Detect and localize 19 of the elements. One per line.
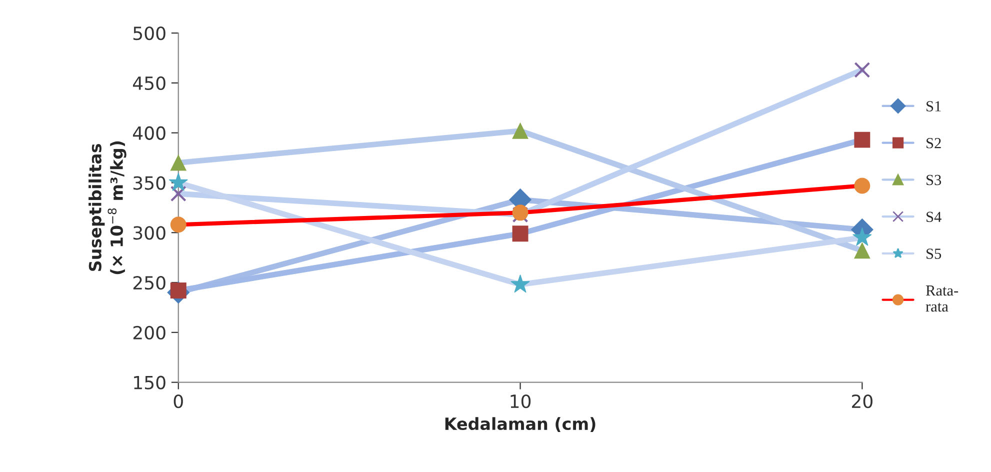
legend-label: Rata- rata <box>926 286 958 312</box>
x-tick-label: 20 <box>852 394 872 408</box>
x-tick-label: 10 <box>510 394 531 408</box>
y-tick-label: 450 <box>132 76 166 90</box>
legend-label: S3 <box>926 174 942 186</box>
y-tick-label: 250 <box>133 276 166 290</box>
y-tick-label: 300 <box>133 226 166 240</box>
legend-label: S4 <box>926 212 942 222</box>
y-tick-label: 150 <box>134 376 166 390</box>
legend-label: S5 <box>926 248 942 259</box>
y-tick-label: 200 <box>133 326 166 340</box>
y-tick-label: 500 <box>134 26 166 40</box>
y-axis-title: Suseptibilitas (× 10$^{−8}$ m³/kg) <box>88 141 126 274</box>
legend-label: S2 <box>926 138 941 148</box>
y-tick-label: 350 <box>133 176 166 190</box>
x-tick-label: 0 <box>174 394 183 408</box>
legend-label: S1 <box>926 101 941 112</box>
x-axis-title: Kedalaman (cm) <box>445 417 596 432</box>
y-tick-label: 400 <box>132 126 166 140</box>
